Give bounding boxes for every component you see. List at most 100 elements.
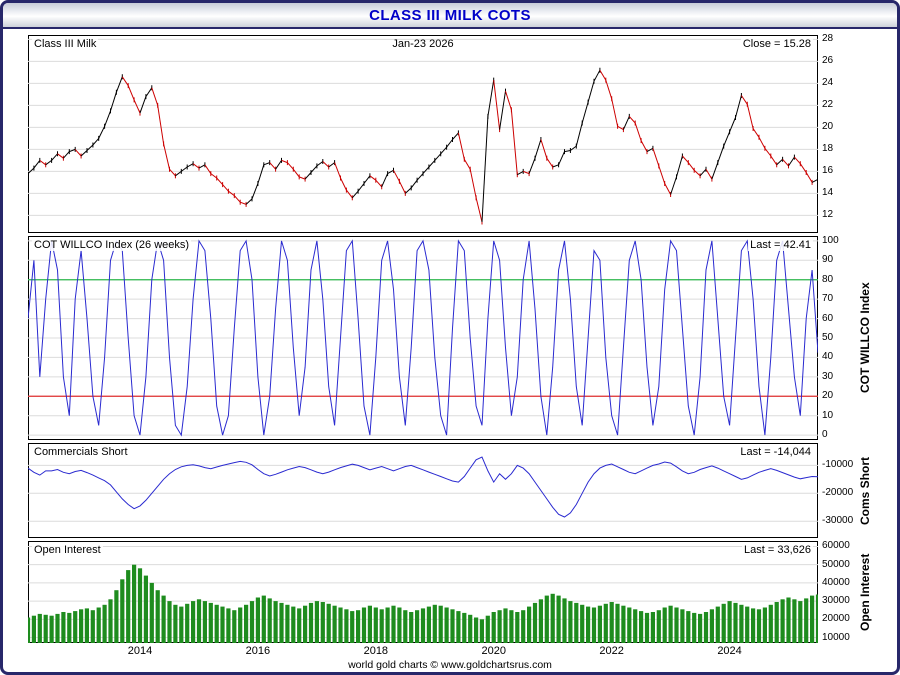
open-interest-bar <box>167 601 172 643</box>
price-segment <box>316 161 324 167</box>
price-segment <box>758 137 766 149</box>
price-segment <box>80 150 88 157</box>
price-segment <box>434 153 442 161</box>
open-interest-bar <box>580 604 585 643</box>
open-interest-bar <box>438 605 443 643</box>
price-panel: Class III Milk Jan-23 2026 Close = 15.28 <box>28 35 818 233</box>
price-segment <box>39 159 46 166</box>
y-tick-label: 60000 <box>822 540 850 552</box>
open-interest-bar <box>686 611 691 643</box>
price-segment <box>216 177 223 185</box>
y-tick-label: 30 <box>822 370 834 382</box>
price-segment <box>204 164 212 174</box>
price-segment <box>646 147 654 153</box>
price-segment <box>346 189 353 199</box>
x-axis-year-label: 2018 <box>363 645 389 657</box>
price-segment <box>587 81 595 103</box>
open-interest-bar <box>644 612 650 643</box>
open-interest-bar <box>226 608 231 643</box>
open-interest-bar <box>656 610 661 643</box>
x-axis-year-label: 2022 <box>599 645 624 657</box>
price-segment <box>310 165 318 173</box>
price-segment <box>115 76 123 93</box>
open-interest-bar <box>79 609 84 643</box>
price-segment <box>210 173 217 179</box>
open-interest-bar <box>703 612 709 643</box>
open-interest-bar <box>680 609 685 643</box>
coms-short-chart-svg <box>28 456 818 522</box>
price-segment <box>558 151 565 166</box>
y-tick-label: 30000 <box>822 595 850 607</box>
price-segment <box>452 132 459 140</box>
price-segment <box>788 156 795 167</box>
price-segment <box>528 158 536 174</box>
open-interest-bar <box>202 601 207 643</box>
price-segment <box>33 160 41 169</box>
price-segment <box>428 160 436 168</box>
price-segment <box>186 163 194 168</box>
open-interest-bar <box>603 603 608 643</box>
price-segment <box>292 168 300 178</box>
open-interest-bar <box>503 608 508 643</box>
price-segment <box>387 169 394 175</box>
open-interest-bar <box>698 613 703 643</box>
y-tick-label: -30000 <box>822 515 854 527</box>
y-tick-label: 100 <box>822 234 839 246</box>
price-segment <box>393 170 400 182</box>
price-segment <box>717 145 725 163</box>
y-tick-label: 14 <box>822 187 834 199</box>
open-interest-bar <box>391 605 396 643</box>
open-interest-bar <box>479 619 484 643</box>
price-segment <box>422 166 430 174</box>
price-segment <box>404 187 412 194</box>
x-axis-year-label: 2024 <box>717 645 742 657</box>
price-segment <box>599 69 607 81</box>
price-segment <box>86 144 94 151</box>
open-interest-bar <box>361 607 367 643</box>
willco-panel-title: COT WILLCO Index (26 weeks) <box>32 239 192 251</box>
y-tick-label: 10000 <box>822 631 850 643</box>
price-segment <box>304 172 312 180</box>
price-segment <box>363 175 371 184</box>
open-interest-bar <box>739 604 744 643</box>
y-tick-label: 60 <box>822 312 834 324</box>
open-interest-bar <box>356 610 361 643</box>
open-interest-bar <box>255 597 260 643</box>
price-segment <box>658 165 666 184</box>
price-segment <box>740 95 748 105</box>
price-segment <box>222 184 229 192</box>
price-segment <box>776 158 783 166</box>
price-segment <box>287 162 294 170</box>
x-axis-year-label: 2016 <box>245 645 271 657</box>
open-interest-bar <box>456 611 461 643</box>
open-interest-bar <box>308 602 314 643</box>
open-interest-bar <box>344 609 349 643</box>
y-tick-label: 12 <box>822 209 834 221</box>
price-segment <box>299 176 306 180</box>
price-segment <box>475 197 483 223</box>
price-segment <box>157 105 165 144</box>
price-segment <box>269 162 276 170</box>
price-segment <box>729 117 736 132</box>
open-interest-bar <box>574 602 579 643</box>
open-interest-bar <box>291 606 296 643</box>
price-segment <box>69 148 76 153</box>
price-segment <box>794 156 801 165</box>
y-tick-label: 40000 <box>822 576 850 588</box>
open-interest-bar <box>615 603 620 643</box>
open-interest-bar <box>415 610 420 643</box>
footer-credit: world gold charts © www.goldchartsrus.co… <box>348 659 552 671</box>
chart-title: CLASS III MILK COTS <box>369 6 531 24</box>
open-interest-bar <box>373 607 378 643</box>
open-interest-bar <box>804 598 809 643</box>
price-segment <box>127 85 135 101</box>
coms-short-last-label: Last = -14,044 <box>738 446 813 458</box>
open-interest-bar <box>320 602 325 643</box>
open-interest-bar <box>538 599 543 643</box>
price-segment <box>805 172 813 183</box>
open-interest-bar <box>102 604 107 643</box>
open-interest-bar <box>350 611 355 643</box>
y-tick-label: 28 <box>822 33 834 45</box>
open-interest-bar <box>468 614 473 643</box>
open-interest-bar <box>90 610 95 643</box>
